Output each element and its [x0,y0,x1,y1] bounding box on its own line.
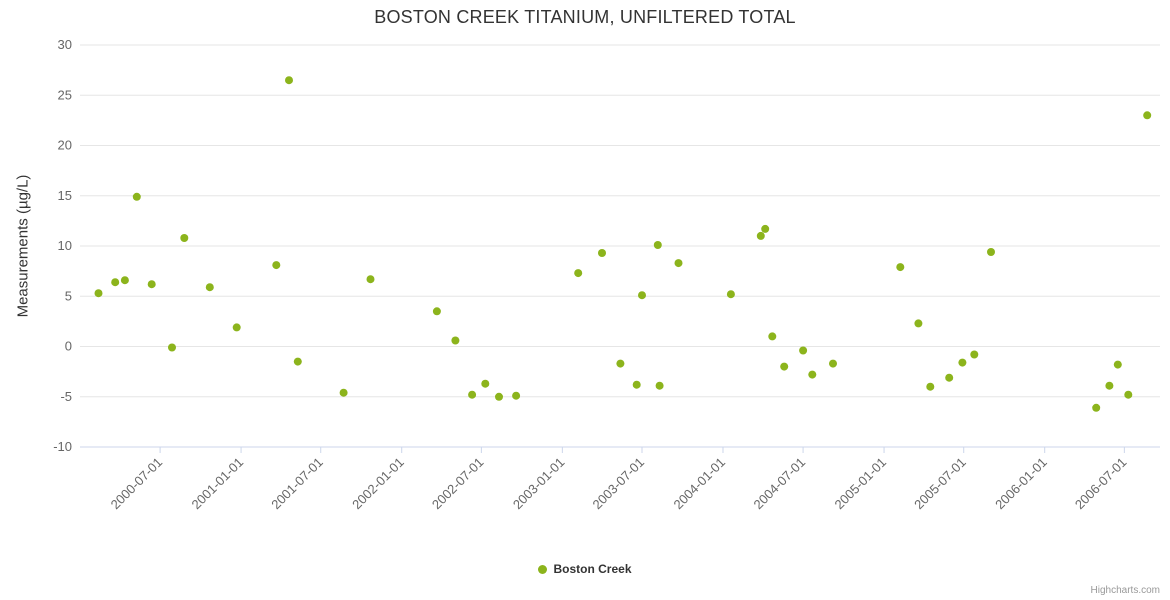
y-tick-label: 5 [65,288,72,303]
y-tick-label: 15 [58,188,72,203]
data-point[interactable] [205,283,214,292]
x-tick-label: 2006-07-01 [1072,455,1130,513]
data-point[interactable] [808,370,817,379]
data-point[interactable] [756,231,765,240]
data-point[interactable] [829,359,837,368]
data-point[interactable] [180,234,189,242]
data-point[interactable] [1124,390,1133,399]
data-point[interactable] [94,289,103,298]
data-point[interactable] [945,373,954,382]
data-point[interactable] [232,323,241,332]
data-point[interactable] [655,381,664,390]
data-point[interactable] [512,391,521,400]
x-tick-label: 2001-07-01 [268,455,326,513]
data-point[interactable] [653,241,662,249]
data-point[interactable] [674,259,683,268]
chart-title: BOSTON CREEK TITANIUM, UNFILTERED TOTAL [374,7,796,27]
data-point[interactable] [468,390,477,399]
data-point[interactable] [799,346,808,355]
data-point[interactable] [339,388,348,397]
x-tick-label: 2002-01-01 [349,455,407,513]
data-point[interactable] [914,319,923,328]
x-tick-label: 2006-01-01 [992,455,1050,513]
data-point[interactable] [481,379,490,388]
data-point[interactable] [768,332,777,341]
data-point[interactable] [293,357,302,366]
x-tick-label: 2003-01-01 [510,455,568,513]
data-point[interactable] [132,192,141,201]
data-point[interactable] [1105,381,1114,390]
x-tick-label: 2000-07-01 [108,455,166,513]
x-tick-label: 2002-07-01 [429,455,487,513]
data-point[interactable] [272,261,281,270]
data-point[interactable] [896,263,905,272]
x-tick-label: 2004-07-01 [751,455,809,513]
data-point[interactable] [285,76,293,85]
data-point[interactable] [120,276,129,285]
data-point[interactable] [958,358,967,367]
x-tick-label: 2003-07-01 [589,455,647,513]
data-point[interactable] [147,280,156,289]
data-point[interactable] [111,278,120,287]
data-point[interactable] [926,382,935,391]
x-tick-label: 2004-01-01 [670,455,728,513]
data-point[interactable] [168,343,176,352]
data-point[interactable] [780,362,789,371]
y-tick-label: 30 [58,37,72,52]
data-point[interactable] [598,249,606,257]
data-point[interactable] [1143,111,1152,120]
x-tick-label: 2005-07-01 [911,455,969,513]
data-point[interactable] [638,291,646,300]
y-tick-label: 25 [58,87,72,102]
data-point[interactable] [970,350,979,359]
credits-link[interactable]: Highcharts.com [1090,585,1160,596]
data-point[interactable] [451,336,460,345]
y-tick-label: 0 [65,339,72,354]
legend-item-boston-creek[interactable]: Boston Creek [0,562,1170,576]
data-point[interactable] [574,269,583,278]
data-point[interactable] [1092,403,1101,412]
legend-label: Boston Creek [553,562,632,576]
data-point[interactable] [616,359,625,368]
y-tick-label: 10 [58,238,72,253]
y-tick-label: -5 [60,389,72,404]
data-point[interactable] [366,275,375,284]
data-point[interactable] [726,290,735,299]
data-point[interactable] [632,380,641,389]
legend-marker-icon [538,564,548,574]
y-tick-label: 20 [58,138,72,153]
data-point[interactable] [432,307,441,316]
data-point[interactable] [987,248,995,256]
data-point[interactable] [495,392,503,401]
y-tick-label: -10 [53,439,72,454]
data-point[interactable] [761,224,770,233]
x-tick-label: 2001-01-01 [189,455,247,513]
data-point[interactable] [1113,360,1122,369]
x-tick-label: 2005-01-01 [832,455,890,513]
